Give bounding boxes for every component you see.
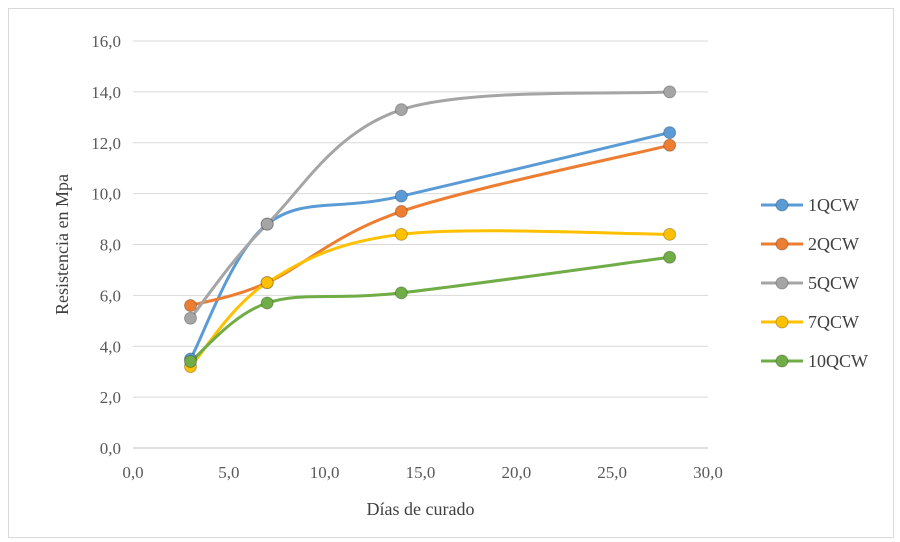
- data-point-7QCW: [260, 276, 274, 290]
- y-tick-label: 14,0: [91, 83, 121, 102]
- series-line-5QCW: [189, 90, 670, 320]
- data-point-5QCW: [663, 85, 677, 99]
- series-lines: [184, 85, 677, 374]
- legend-marker-5QCW: [775, 276, 789, 290]
- y-tick-label: 6,0: [100, 286, 121, 305]
- data-point-1QCW: [663, 126, 677, 140]
- data-point-7QCW: [663, 227, 677, 241]
- data-point-2QCW: [394, 204, 408, 218]
- y-tick-label: 10,0: [91, 185, 121, 204]
- legend: 1QCW 2QCW 5QCW 7QCW 10QCW: [761, 195, 868, 371]
- y-tick-label: 16,0: [91, 32, 121, 51]
- legend-marker-2QCW: [775, 237, 789, 251]
- chart-frame: [8, 8, 894, 538]
- data-point-10QCW: [394, 286, 408, 300]
- x-tick-label: 30,0: [693, 463, 723, 482]
- x-axis-title: Días de curado: [367, 499, 475, 519]
- legend-label: 7QCW: [808, 312, 859, 332]
- series-line-7QCW: [189, 229, 670, 368]
- legend-label: 2QCW: [808, 234, 859, 254]
- y-tick-label: 2,0: [100, 388, 121, 407]
- y-tick-label: 12,0: [91, 134, 121, 153]
- data-point-2QCW: [184, 299, 197, 313]
- x-tick-label: 25,0: [597, 463, 627, 482]
- legend-marker-7QCW: [775, 315, 789, 329]
- series-line-1QCW: [189, 131, 671, 360]
- tick-labels: 0,0 2,0 4,0 6,0 8,0 10,0 12,0 14,0 16,0 0,0 5,0 10,…: [91, 32, 723, 482]
- data-point-7QCW: [394, 227, 408, 241]
- legend-marker-1QCW: [775, 198, 789, 212]
- y-tick-label: 0,0: [100, 439, 121, 458]
- x-tick-label: 15,0: [406, 463, 436, 482]
- data-point-5QCW: [184, 311, 197, 325]
- series-line-2QCW: [190, 143, 671, 307]
- legend-label: 5QCW: [808, 273, 859, 293]
- data-point-5QCW: [394, 103, 408, 117]
- data-point-10QCW: [260, 296, 274, 310]
- x-tick-label: 0,0: [122, 463, 143, 482]
- legend-label: 10QCW: [808, 351, 868, 371]
- data-point-10QCW: [663, 250, 677, 264]
- x-tick-label: 10,0: [310, 463, 340, 482]
- y-tick-label: 8,0: [100, 236, 121, 255]
- series-line-10QCW: [189, 255, 670, 363]
- y-tick-label: 4,0: [100, 337, 121, 356]
- data-point-2QCW: [663, 138, 677, 152]
- gridlines: [133, 40, 708, 398]
- y-axis-title: Resistencia en Mpa: [52, 174, 72, 315]
- x-tick-label: 20,0: [501, 463, 531, 482]
- data-point-5QCW: [260, 217, 274, 231]
- legend-marker-10QCW: [775, 354, 789, 368]
- data-point-1QCW: [394, 189, 408, 203]
- data-point-10QCW: [184, 355, 197, 369]
- legend-label: 1QCW: [808, 195, 859, 215]
- x-tick-label: 5,0: [218, 463, 239, 482]
